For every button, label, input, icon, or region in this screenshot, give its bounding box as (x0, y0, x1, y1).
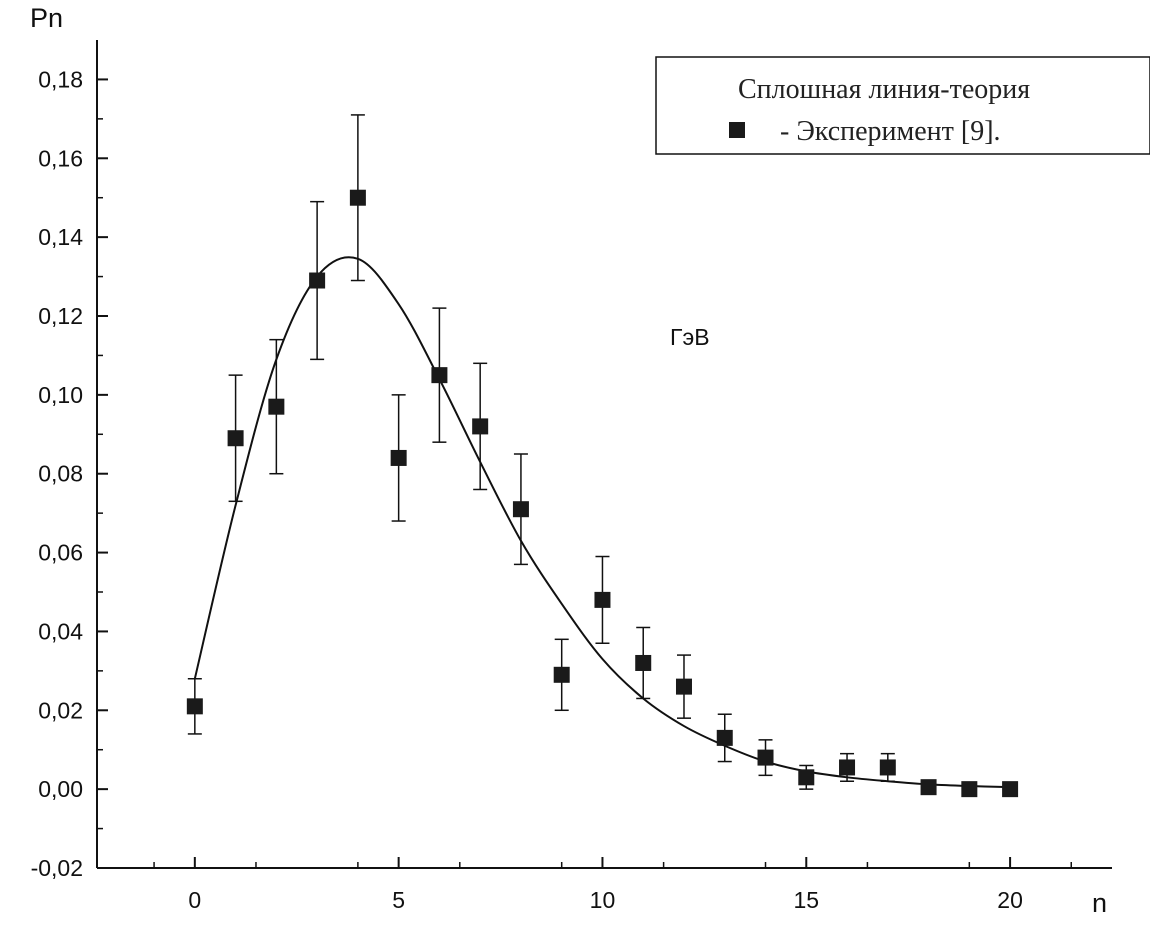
data-point (431, 307, 448, 443)
data-marker (635, 654, 652, 671)
y-tick-label: 0,16 (38, 145, 83, 171)
data-point (839, 752, 856, 783)
data-marker (472, 418, 489, 435)
data-point (757, 739, 774, 777)
data-point (390, 394, 407, 522)
x-tick-label: 5 (392, 887, 405, 913)
y-tick-label: 0,02 (38, 697, 83, 723)
data-point (716, 713, 733, 763)
data-point (798, 764, 815, 790)
legend: Сплошная линия-теория - Эксперимент [9]. (655, 56, 1150, 155)
data-marker (879, 759, 896, 776)
data-marker (594, 591, 611, 608)
data-point (512, 453, 529, 566)
y-tick-label: 0,12 (38, 303, 83, 329)
legend-marker-icon (729, 122, 745, 138)
annotation-gev: ГэВ (670, 324, 710, 350)
data-point (227, 374, 244, 503)
data-marker (757, 749, 774, 766)
data-marker (349, 189, 366, 206)
data-marker (553, 666, 570, 683)
data-marker (227, 430, 244, 447)
data-marker (512, 501, 529, 518)
y-tick-label: 0,00 (38, 776, 83, 802)
y-tick-label: 0,06 (38, 540, 83, 566)
y-tick-label: 0,08 (38, 461, 83, 487)
data-point (635, 626, 652, 700)
data-marker (1002, 781, 1019, 798)
data-marker (186, 698, 203, 715)
legend-marker-label: - Эксперимент [9]. (780, 116, 1001, 147)
x-tick-label: 0 (188, 887, 201, 913)
theory-curve-layer (193, 256, 1011, 789)
data-point (472, 362, 489, 491)
y-tick-label: 0,18 (38, 66, 83, 92)
data-point (349, 114, 366, 282)
data-point (186, 677, 203, 735)
axes (96, 40, 1112, 869)
data-marker (798, 769, 815, 786)
data-marker (390, 449, 407, 466)
y-tick-label: 0,04 (38, 618, 83, 644)
y-tick-label: 0,14 (38, 224, 83, 250)
data-point (1002, 781, 1019, 798)
x-axis-title: n (1092, 888, 1107, 918)
theory-curve (193, 256, 1011, 789)
x-tick-label: 10 (590, 887, 616, 913)
data-marker (716, 729, 733, 746)
data-marker (961, 781, 978, 798)
data-point (675, 654, 692, 719)
y-axis-title: Pn (30, 3, 63, 33)
data-points-layer (186, 114, 1019, 798)
data-marker (431, 367, 448, 384)
x-tick-label: 15 (793, 887, 819, 913)
data-marker (268, 398, 285, 415)
data-marker (839, 759, 856, 776)
data-point (920, 779, 937, 796)
data-marker (920, 779, 937, 796)
data-marker (675, 678, 692, 695)
data-point (594, 555, 611, 645)
x-tick-label: 20 (997, 887, 1023, 913)
data-point (879, 752, 896, 783)
data-marker (309, 272, 326, 289)
ticks: 0 5 10 15 20 -0,02 0,00 0,02 0,04 0,06 0,08 0,10 0,1… (31, 66, 1072, 913)
y-tick-label: -0,02 (31, 855, 83, 881)
data-point (553, 638, 570, 712)
y-tick-label: 0,10 (38, 382, 83, 408)
data-point (309, 200, 326, 361)
legend-line-label: Сплошная линия-теория (738, 74, 1030, 105)
data-point (268, 338, 285, 475)
data-point (961, 781, 978, 798)
